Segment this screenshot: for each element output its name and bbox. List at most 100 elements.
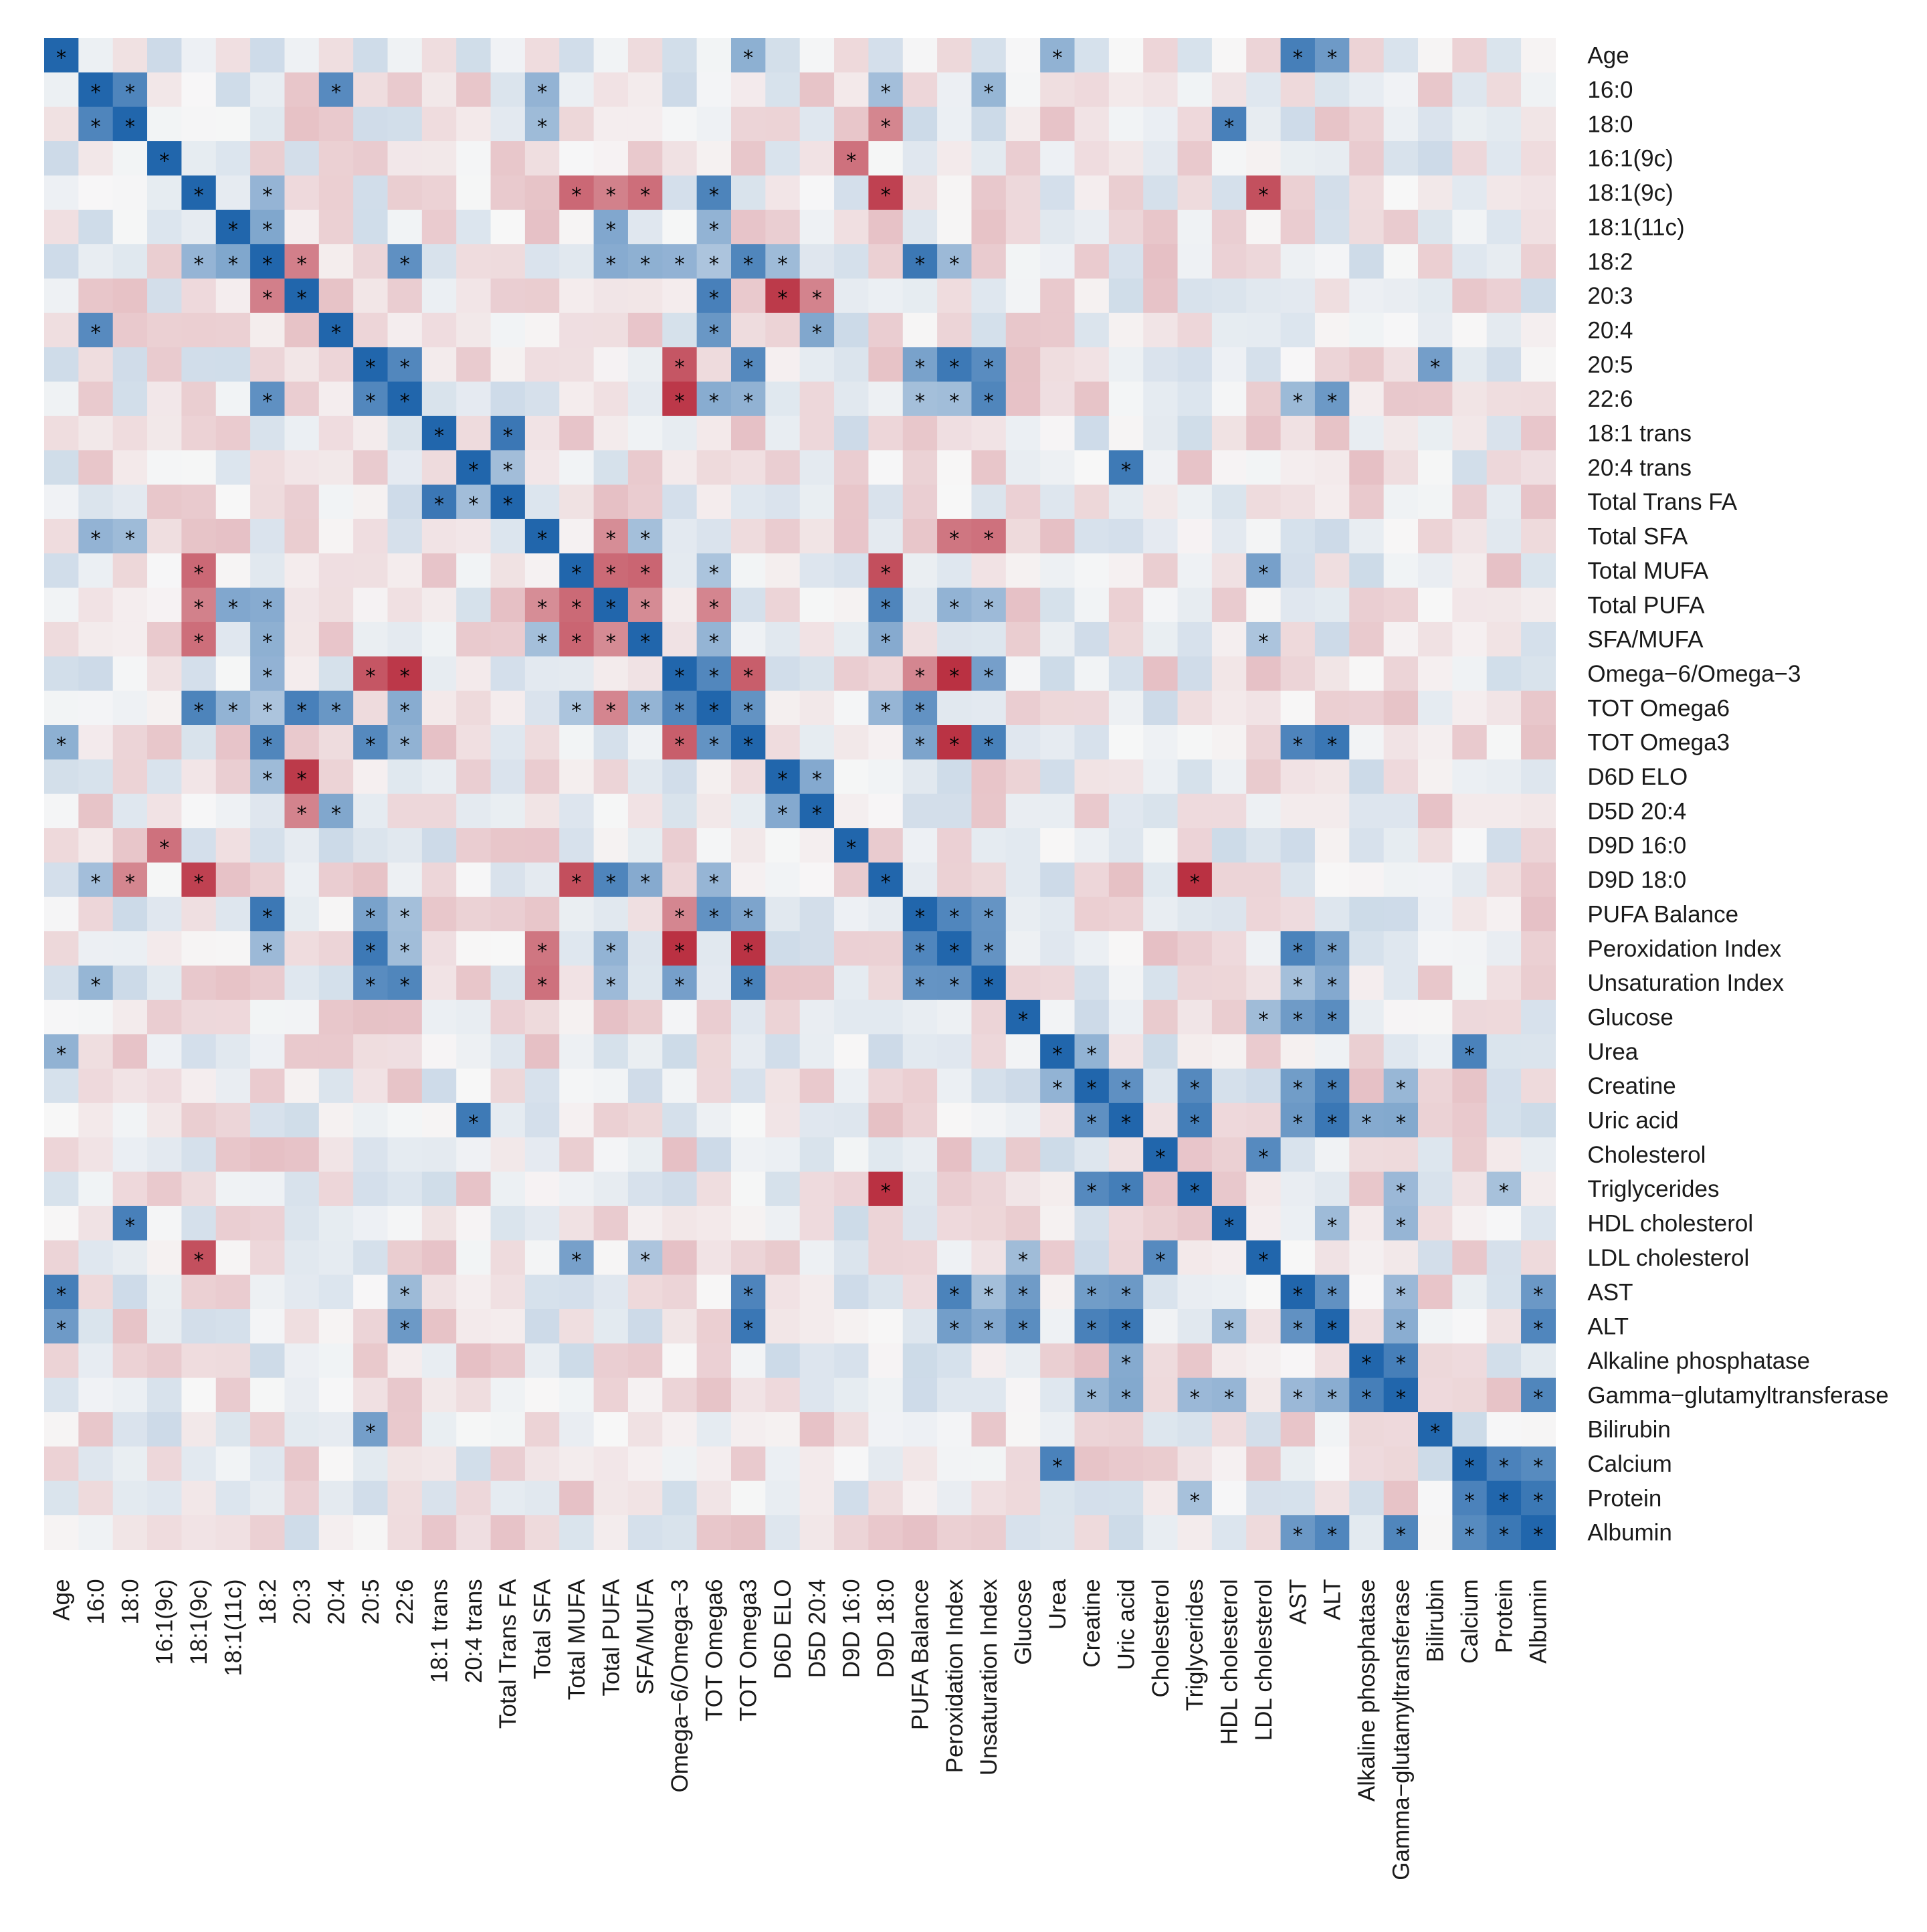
heatmap-cell: [1246, 244, 1282, 280]
heatmap-cell: [490, 862, 526, 898]
heatmap-cell: [593, 1480, 629, 1516]
heatmap-cell: [1418, 141, 1453, 176]
heatmap-cell: [627, 759, 663, 795]
heatmap-cell: [1040, 793, 1076, 829]
heatmap-cell: [456, 759, 492, 795]
heatmap-cell: [1074, 175, 1110, 211]
heatmap-cell: [1486, 106, 1522, 142]
heatmap-cell: [1143, 1274, 1179, 1310]
heatmap-cell: [696, 1480, 732, 1516]
heatmap-cell: [1005, 725, 1041, 760]
heatmap-cell: [78, 1205, 114, 1241]
heatmap-cell: [1452, 1102, 1488, 1138]
heatmap-cell: [147, 415, 182, 451]
heatmap-cell: [731, 1240, 766, 1276]
significance-star: *: [674, 356, 684, 379]
heatmap-cell: [1074, 828, 1110, 863]
heatmap-cell: [318, 1137, 354, 1173]
heatmap-cell: [1005, 1034, 1041, 1070]
significance-star: *: [194, 562, 204, 585]
heatmap-cell: [44, 278, 79, 314]
heatmap-cell: [1349, 415, 1385, 451]
heatmap-cell: [284, 1102, 320, 1138]
significance-star: *: [915, 905, 925, 929]
heatmap-cell: [1486, 38, 1522, 73]
heatmap-cell: [1383, 759, 1419, 795]
heatmap-cell: [250, 828, 286, 863]
heatmap-cell: [387, 587, 423, 623]
heatmap-cell: [1005, 518, 1041, 554]
heatmap-cell: [1040, 175, 1076, 211]
heatmap-cell: [731, 999, 766, 1035]
heatmap-cell: [250, 484, 286, 520]
row-label: 18:0: [1587, 111, 1633, 137]
heatmap-cell: [1452, 106, 1488, 142]
heatmap-cell: [1177, 999, 1213, 1035]
heatmap-cell: [799, 209, 835, 245]
heatmap-cell: [250, 1446, 286, 1482]
heatmap-cell: [318, 965, 354, 1001]
heatmap-cell: [937, 72, 973, 108]
heatmap-cell: [421, 759, 457, 795]
heatmap-cell: [112, 896, 148, 932]
heatmap-cell: [834, 1240, 869, 1276]
heatmap-cell: [1040, 828, 1076, 863]
heatmap-cell: [456, 793, 492, 829]
heatmap-cell: [181, 244, 217, 280]
heatmap-cell: [1521, 965, 1556, 1001]
heatmap-cell: [456, 587, 492, 623]
heatmap-cell: [284, 1480, 320, 1516]
heatmap-cell: [868, 1102, 904, 1138]
significance-star: *: [91, 321, 101, 345]
heatmap-cell: [78, 347, 114, 383]
heatmap-cell: [868, 72, 904, 108]
heatmap-cell: [559, 690, 595, 726]
heatmap-cell: [627, 828, 663, 863]
heatmap-cell: [1486, 896, 1522, 932]
heatmap-cell: [1211, 553, 1247, 589]
heatmap-cell: [421, 209, 457, 245]
heatmap-cell: [1383, 278, 1419, 314]
heatmap-cell: [181, 312, 217, 348]
heatmap-cell: [799, 106, 835, 142]
heatmap-cell: [1074, 999, 1110, 1035]
heatmap-cell: [1040, 415, 1076, 451]
heatmap-cell: [1040, 1137, 1076, 1173]
heatmap-cell: [1074, 1377, 1110, 1413]
row-label: D9D 16:0: [1587, 833, 1686, 859]
heatmap-cell: [456, 209, 492, 245]
heatmap-cell: [1005, 72, 1041, 108]
heatmap-cell: [1521, 725, 1556, 760]
heatmap-cell: [696, 587, 732, 623]
heatmap-cell: [456, 106, 492, 142]
heatmap-cell: [731, 1480, 766, 1516]
heatmap-cell: [147, 209, 182, 245]
heatmap-cell: [490, 209, 526, 245]
heatmap-cell: [1521, 999, 1556, 1035]
heatmap-cell: [1314, 965, 1350, 1001]
heatmap-cell: [559, 587, 595, 623]
heatmap-cell: [1074, 209, 1110, 245]
heatmap-cell: [1349, 931, 1385, 967]
heatmap-cell: [1452, 1274, 1488, 1310]
heatmap-cell: [112, 347, 148, 383]
heatmap-cell: [78, 896, 114, 932]
heatmap-cell: [1040, 209, 1076, 245]
heatmap-cell: [78, 415, 114, 451]
heatmap-cell: [971, 415, 1007, 451]
heatmap-cell: [868, 484, 904, 520]
heatmap-cell: [1177, 828, 1213, 863]
heatmap-cell: [868, 1377, 904, 1413]
heatmap-cell: [1280, 965, 1316, 1001]
column-label: Cholesterol: [1148, 1579, 1174, 1697]
row-label: 18:1(9c): [1587, 180, 1673, 206]
heatmap-cell: [318, 1343, 354, 1379]
heatmap-cell: [1143, 1240, 1179, 1276]
column-label: 18:1 trans: [427, 1579, 453, 1683]
heatmap-cell: [1108, 175, 1144, 211]
heatmap-cell: [181, 1343, 217, 1379]
heatmap-cell: [1280, 896, 1316, 932]
heatmap-cell: [1108, 38, 1144, 73]
heatmap-cell: [44, 175, 79, 211]
heatmap-cell: [731, 1274, 766, 1310]
